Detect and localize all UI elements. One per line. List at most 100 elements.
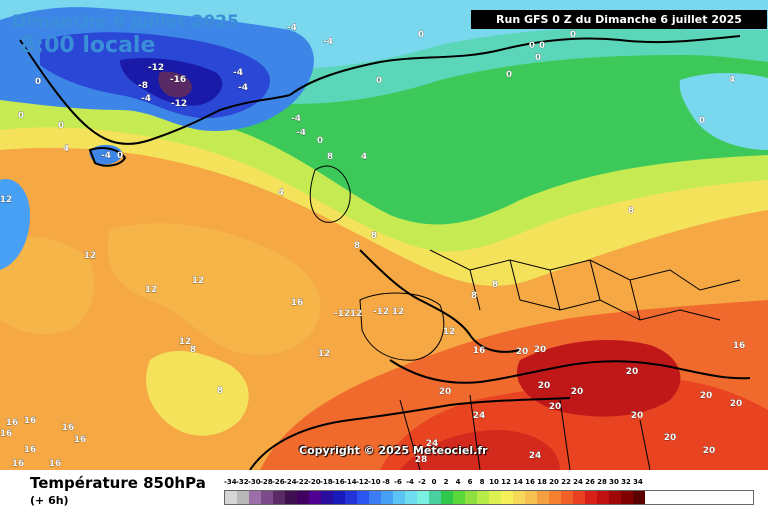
isotherm-label: 12	[318, 349, 331, 359]
legend-color-cell	[573, 491, 585, 504]
legend-color-cell	[525, 491, 537, 504]
isotherm-label: -4	[323, 37, 333, 47]
legend-value: -24	[284, 478, 297, 486]
isotherm-label: 24	[529, 451, 542, 461]
field-hottest	[516, 340, 681, 417]
isotherm-label: 20	[730, 399, 743, 409]
legend-value: 2	[443, 478, 449, 486]
isotherm-label: 8	[354, 241, 360, 251]
legend-color-cell	[261, 491, 273, 504]
legend-value: 20	[549, 478, 559, 486]
isotherm-label: -4	[141, 94, 151, 104]
legend-value: -16	[332, 478, 345, 486]
coast-europe-west	[359, 249, 521, 353]
coast-iceland	[88, 147, 127, 167]
isotherm-label: -12	[334, 309, 350, 319]
isotherm-label: 12	[0, 195, 12, 205]
isotherm-label: -4	[101, 151, 111, 161]
legend-value: 34	[633, 478, 643, 486]
legend-value: -34	[224, 478, 237, 486]
isotherm-label: 20	[549, 402, 562, 412]
legend-value: 28	[597, 478, 607, 486]
isotherm-label: 12	[392, 307, 405, 317]
legend-value: -6	[394, 478, 402, 486]
legend-color-cell	[345, 491, 357, 504]
legend-color-cell	[429, 491, 441, 504]
field-ne-cyan	[679, 73, 768, 150]
isotherm-label: 20	[538, 381, 551, 391]
legend-color-cell	[321, 491, 333, 504]
isotherm-label: 12	[84, 251, 97, 261]
coast-greenland	[19, 39, 291, 145]
isotherm-label: 8	[217, 386, 223, 396]
legend-value: -2	[418, 478, 426, 486]
field-atlantic-orange	[107, 223, 321, 355]
isotherm-label: -4	[296, 128, 306, 138]
isotherm-label: -4	[238, 83, 248, 93]
legend-value: 4	[455, 478, 461, 486]
legend-value: -10	[368, 478, 381, 486]
legend-color-cell	[417, 491, 429, 504]
legend-color-cell	[357, 491, 369, 504]
isotherm-label: 0	[699, 116, 705, 126]
isotherm-label: -16	[170, 75, 186, 85]
isotherm-label: 0	[418, 30, 424, 40]
iberia	[359, 292, 445, 361]
legend-color-cell	[537, 491, 549, 504]
isotherm-label: 16	[24, 445, 37, 455]
isotherm-label: 0	[570, 30, 576, 40]
legend-color-cell	[549, 491, 561, 504]
isotherm-label: 0	[317, 136, 323, 146]
isotherm-label: 20	[516, 347, 529, 357]
field-atlantic-yellow	[146, 350, 249, 436]
isotherm-label: 16	[12, 459, 25, 469]
model-run-label: Run GFS 0 Z du Dimanche 6 juillet 2025	[471, 10, 767, 29]
field-west-blue	[0, 179, 30, 270]
legend-value: -32	[236, 478, 249, 486]
isotherm-label: 20	[700, 391, 713, 401]
legend-value: 0	[431, 478, 437, 486]
legend-title: Température 850hPa	[30, 474, 206, 492]
isotherm-label: 0	[535, 53, 541, 63]
isotherm-label: 24	[426, 439, 439, 449]
legend-color-cell	[249, 491, 261, 504]
legend-color-cell	[465, 491, 477, 504]
isotherm-label: 0	[58, 121, 64, 131]
isotherm-label: 0	[506, 70, 512, 80]
legend-value: 30	[609, 478, 619, 486]
borders-africa	[399, 394, 651, 470]
isotherm-label: 12	[179, 337, 192, 347]
legend-value: -12	[356, 478, 369, 486]
legend-value: 22	[561, 478, 571, 486]
isotherm-label: 20	[703, 446, 716, 456]
isotherm-label: 16	[291, 298, 304, 308]
legend-color-cell	[633, 491, 645, 504]
field-sahara	[400, 430, 560, 470]
legend-value: -18	[320, 478, 333, 486]
legend-color-cell	[369, 491, 381, 504]
isotherm-label: 12	[192, 276, 205, 286]
isotherm-label: 8	[327, 152, 333, 162]
legend-color-cell	[453, 491, 465, 504]
isotherm-label: 20	[571, 387, 584, 397]
legend-subtitle: (+ 6h)	[30, 494, 69, 507]
isotherm-label: 16	[0, 429, 12, 439]
legend-value: 18	[537, 478, 547, 486]
legend-color-cell	[393, 491, 405, 504]
legend-color-cell	[585, 491, 597, 504]
isotherm-label: 0	[35, 77, 41, 87]
coast-scandinavia	[289, 35, 741, 96]
legend-color-cell	[597, 491, 609, 504]
legend-value: 10	[489, 478, 499, 486]
legend-color-cell	[285, 491, 297, 504]
borders-europe	[429, 249, 741, 321]
isotherm-label: 16	[74, 435, 87, 445]
isotherm-label: -4	[291, 114, 301, 124]
forecast-time: 8:00 locale	[20, 33, 156, 58]
isotherm-label: 28	[415, 455, 428, 465]
legend-color-cell	[513, 491, 525, 504]
isotherm-label: 16	[6, 418, 19, 428]
isotherm-label: 0	[529, 41, 535, 51]
legend-value: -22	[296, 478, 309, 486]
legend-color-cell	[405, 491, 417, 504]
